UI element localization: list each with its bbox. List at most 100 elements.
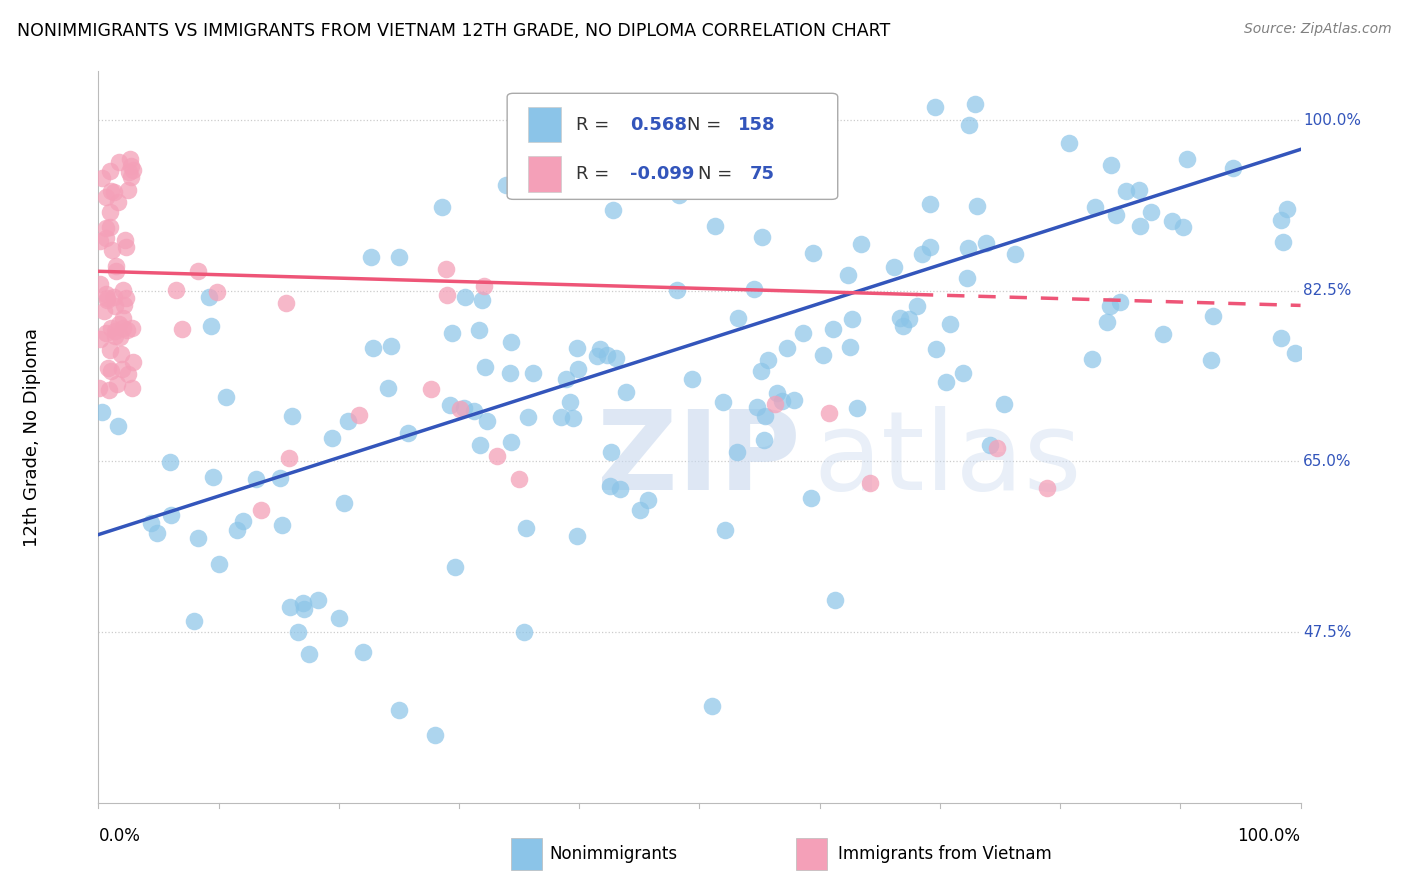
Point — [94, 287, 117, 301]
Point — [117, 367, 139, 381]
Point — [690, 173, 713, 187]
Point — [94, 326, 117, 340]
Point — [107, 317, 129, 331]
Point — [1199, 353, 1222, 368]
Point — [120, 169, 142, 184]
Point — [419, 382, 441, 396]
Point — [1084, 200, 1107, 214]
Point — [423, 727, 446, 741]
Point — [966, 199, 988, 213]
Point — [1099, 158, 1122, 172]
Point — [112, 310, 135, 325]
Point — [1105, 208, 1128, 222]
Point — [956, 270, 979, 285]
Point — [550, 409, 572, 424]
Point — [271, 518, 294, 533]
Point — [1128, 183, 1150, 197]
Point — [924, 343, 946, 357]
Point — [957, 241, 980, 255]
Point — [100, 343, 122, 357]
Point — [87, 381, 110, 395]
Point — [104, 299, 127, 313]
Point — [187, 531, 209, 545]
Text: 47.5%: 47.5% — [1303, 624, 1351, 640]
Point — [276, 295, 298, 310]
Point — [104, 325, 127, 339]
Point — [600, 444, 623, 458]
Point — [396, 425, 419, 440]
Point — [756, 353, 779, 368]
Text: -0.099: -0.099 — [630, 165, 695, 183]
Point — [100, 163, 122, 178]
Point — [952, 366, 974, 380]
Point — [107, 195, 129, 210]
Point — [898, 311, 921, 326]
Point — [783, 392, 806, 407]
Point — [208, 557, 231, 571]
Point — [752, 433, 775, 447]
Point — [281, 409, 304, 423]
Point — [775, 341, 797, 355]
Text: 65.0%: 65.0% — [1303, 454, 1351, 469]
Point — [115, 291, 138, 305]
Point — [586, 349, 609, 363]
Point — [1284, 345, 1306, 359]
Point — [742, 282, 765, 296]
Point — [700, 699, 723, 714]
Text: 100.0%: 100.0% — [1303, 112, 1361, 128]
Point — [449, 401, 471, 416]
Point — [89, 277, 111, 291]
Point — [1267, 54, 1289, 68]
Point — [298, 648, 321, 662]
Point — [198, 290, 221, 304]
Point — [565, 342, 588, 356]
Point — [920, 240, 942, 254]
Point — [170, 321, 193, 335]
Point — [100, 184, 122, 198]
Point — [232, 515, 254, 529]
Point — [439, 398, 461, 412]
Text: 158: 158 — [738, 116, 776, 134]
Point — [567, 362, 589, 376]
Point — [115, 240, 138, 254]
Point — [307, 593, 329, 607]
Point — [321, 432, 343, 446]
Point — [89, 332, 111, 346]
Point — [215, 391, 238, 405]
Point — [599, 479, 621, 493]
Point — [97, 360, 120, 375]
Point — [1005, 13, 1028, 28]
Text: 82.5%: 82.5% — [1303, 284, 1351, 298]
Point — [725, 444, 748, 458]
Point — [792, 326, 814, 340]
Point — [704, 219, 727, 234]
Point — [100, 243, 122, 257]
Text: ZIP: ZIP — [598, 406, 800, 513]
Text: atlas: atlas — [814, 406, 1083, 513]
Point — [770, 393, 793, 408]
Point — [1129, 219, 1152, 234]
Point — [90, 404, 112, 418]
Point — [924, 100, 946, 114]
Point — [245, 472, 267, 486]
Point — [105, 376, 128, 391]
Point — [1036, 481, 1059, 495]
Point — [859, 476, 882, 491]
Text: 100.0%: 100.0% — [1237, 827, 1301, 846]
Point — [97, 383, 120, 397]
Point — [114, 233, 136, 247]
Point — [745, 401, 768, 415]
FancyBboxPatch shape — [527, 107, 561, 142]
Point — [766, 385, 789, 400]
Text: N =: N = — [688, 116, 727, 134]
Point — [849, 236, 872, 251]
Point — [432, 200, 454, 214]
Point — [100, 205, 122, 219]
Point — [1272, 235, 1295, 249]
FancyBboxPatch shape — [796, 838, 827, 870]
FancyBboxPatch shape — [510, 838, 541, 870]
Point — [763, 397, 786, 411]
Point — [94, 221, 117, 235]
Point — [202, 470, 225, 484]
Point — [463, 404, 485, 418]
